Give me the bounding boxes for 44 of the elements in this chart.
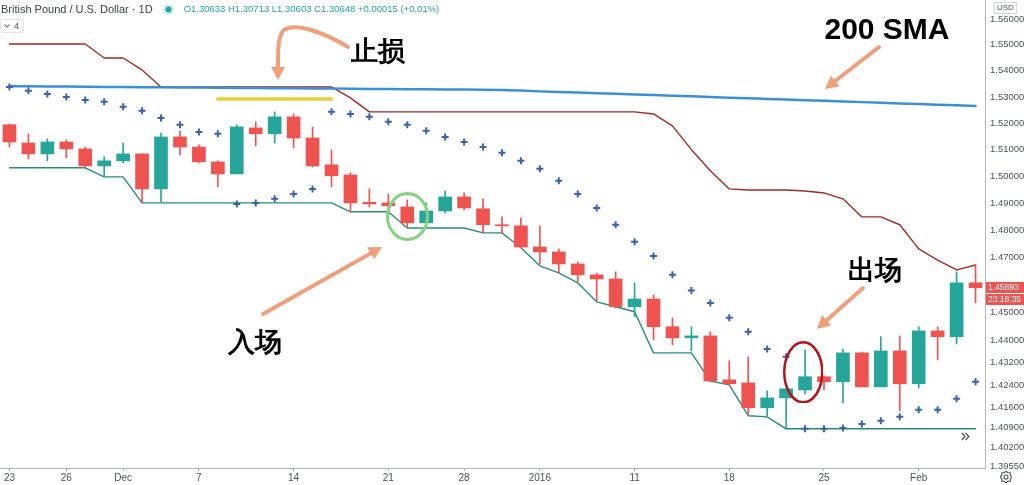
text: 23:18:35 xyxy=(986,294,1024,306)
candlestick xyxy=(722,360,737,386)
x-tick-label: 18 xyxy=(723,471,736,483)
y-tick-label: 1.48000 xyxy=(990,223,1024,235)
y-tick-label: 1.40200 xyxy=(990,440,1024,452)
text: 1.45893 xyxy=(986,282,1024,294)
chart-subtitle: O1.30633 H1.30713 L1.30603 C1.30648 +0.00015 (+0.01%) xyxy=(183,2,440,16)
y-tick-label: 1.55000 xyxy=(990,38,1024,50)
x-tick-label: Feb xyxy=(910,471,928,483)
y-tick-label: 1.53000 xyxy=(990,90,1024,102)
y-tick-label: 1.47000 xyxy=(990,250,1024,262)
annotation: 入场 xyxy=(228,325,282,357)
candlestick xyxy=(533,225,547,265)
x-tick-label: 11 xyxy=(629,471,641,483)
y-tick-label: 1.49000 xyxy=(990,196,1024,208)
y-tick-label: 1.42400 xyxy=(990,378,1024,390)
x-tick-label: 14 xyxy=(288,471,300,483)
candlestick xyxy=(495,216,509,234)
x-tick-label: 23 xyxy=(3,471,16,483)
annotation: 止损 xyxy=(351,34,405,66)
annotation: 4 xyxy=(14,20,20,32)
y-tick-label: 1.41600 xyxy=(990,401,1024,413)
dropdown-button: 4 xyxy=(0,19,24,33)
x-tick-label: 28 xyxy=(458,471,471,483)
y-axis-title: USD xyxy=(994,2,1017,14)
series-label: 200 SMA xyxy=(824,12,950,45)
y-tick-label: 1.39550 xyxy=(990,459,1024,471)
y-tick-label: 1.44000 xyxy=(990,333,1024,345)
x-tick-label: 2016 xyxy=(528,471,552,483)
y-tick-label: 1.51000 xyxy=(990,143,1024,155)
x-tick-label: 21 xyxy=(382,471,395,483)
x-tick-label: 25 xyxy=(818,471,830,483)
y-tick-label: 1.52000 xyxy=(990,116,1024,128)
y-tick-label: 1.40900 xyxy=(990,420,1024,432)
y-tick-label: 1.54000 xyxy=(990,64,1024,76)
y-tick-label: 1.43200 xyxy=(990,356,1024,368)
y-tick-label: 1.50000 xyxy=(990,169,1024,181)
y-tick-label: 1.45000 xyxy=(990,305,1024,317)
y-tick-label: 1.56000 xyxy=(990,12,1024,24)
x-tick-label: 26 xyxy=(60,471,73,483)
x-tick-label: 7 xyxy=(196,471,203,483)
x-tick-label: Dec xyxy=(114,471,133,483)
annotation: 出场 xyxy=(848,253,902,285)
chart-title: British Pound / U.S. Dollar · 1D xyxy=(1,2,153,16)
